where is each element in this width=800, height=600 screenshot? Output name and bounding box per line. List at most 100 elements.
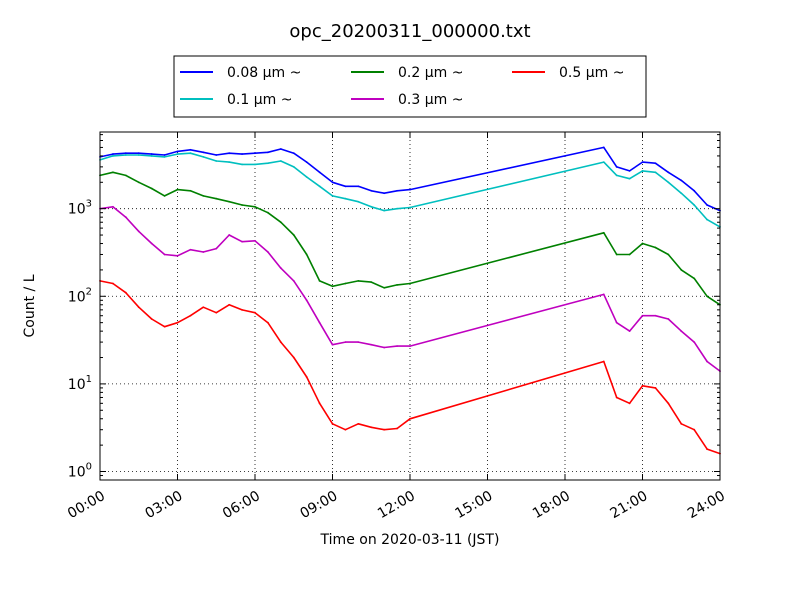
data-point	[693, 189, 696, 192]
data-point	[112, 155, 114, 157]
data-point	[292, 165, 295, 168]
data-point	[615, 321, 618, 324]
legend-entry: 0.3 μm ~	[351, 92, 463, 108]
data-point	[641, 169, 644, 172]
data-point	[680, 330, 683, 333]
series-3	[99, 171, 721, 306]
data-point	[254, 239, 256, 242]
data-point	[137, 154, 140, 156]
data-point	[279, 221, 282, 224]
data-point	[279, 267, 282, 269]
data-point	[124, 154, 127, 156]
data-point	[176, 150, 179, 153]
data-point	[318, 171, 321, 174]
data-point	[150, 155, 153, 157]
data-point	[176, 153, 179, 155]
data-point	[331, 343, 334, 346]
data-point	[241, 240, 243, 243]
y-tick-labels: 100 101 102 103	[68, 199, 92, 481]
data-point	[305, 161, 308, 164]
data-point	[254, 311, 256, 314]
data-point	[137, 230, 140, 233]
data-point	[628, 177, 631, 180]
data-point	[693, 277, 696, 280]
data-point	[331, 422, 334, 425]
data-point	[241, 153, 243, 155]
data-point	[305, 299, 308, 302]
data-point	[292, 234, 295, 236]
data-point	[318, 321, 321, 324]
data-point	[163, 155, 166, 158]
data-point	[370, 426, 373, 429]
chart-title: opc_20200311_000000.txt	[289, 21, 530, 42]
data-point	[693, 341, 696, 343]
data-point	[409, 282, 411, 285]
axis-ticks	[99, 132, 721, 481]
data-point	[680, 179, 683, 182]
data-point	[396, 427, 398, 430]
data-point	[241, 204, 243, 206]
data-point	[150, 153, 153, 155]
data-point	[680, 192, 683, 195]
data-point	[396, 345, 398, 348]
data-point	[318, 279, 321, 282]
data-point	[680, 422, 683, 425]
x-tick-label: 03:00	[143, 488, 186, 522]
data-point	[628, 330, 631, 333]
data-point	[706, 204, 708, 206]
data-point	[331, 285, 334, 288]
data-point	[370, 281, 373, 284]
data-point	[409, 188, 411, 191]
data-point	[331, 181, 334, 184]
data-point	[124, 152, 127, 155]
data-point	[150, 187, 153, 190]
data-point	[344, 197, 347, 200]
data-point	[396, 207, 398, 210]
data-point	[654, 314, 657, 317]
data-point	[202, 155, 205, 158]
data-point	[254, 205, 256, 208]
data-point	[137, 181, 140, 184]
data-point	[667, 171, 670, 174]
data-point	[357, 200, 360, 203]
data-point	[215, 247, 218, 250]
data-point	[680, 269, 683, 271]
x-axis-label: Time on 2020-03-11 (JST)	[320, 532, 500, 548]
data-point	[344, 282, 347, 285]
legend-entry: 0.08 μm ~	[180, 65, 301, 81]
data-point	[693, 428, 696, 431]
data-point	[370, 189, 373, 192]
data-point	[150, 242, 153, 245]
data-point	[667, 402, 670, 405]
data-point	[706, 360, 708, 363]
gridlines	[100, 132, 720, 480]
data-point	[124, 174, 127, 177]
legend-label: 0.1 μm ~	[227, 92, 292, 108]
legend-label: 0.2 μm ~	[398, 65, 463, 81]
data-point	[163, 325, 166, 328]
data-point	[602, 146, 605, 149]
series-5	[99, 279, 721, 455]
legend-label: 0.5 μm ~	[559, 65, 624, 81]
data-point	[215, 197, 218, 200]
data-point	[137, 152, 140, 155]
data-point	[228, 152, 231, 155]
data-point	[318, 402, 321, 405]
data-point	[176, 254, 179, 257]
data-point	[409, 417, 411, 420]
data-point	[370, 343, 373, 346]
data-point	[202, 306, 205, 309]
data-point	[292, 279, 295, 282]
data-point	[615, 253, 618, 256]
data-point	[706, 218, 708, 221]
data-point	[706, 295, 708, 298]
data-point	[112, 282, 114, 285]
data-point	[189, 152, 192, 155]
data-point	[279, 160, 282, 162]
data-point	[124, 291, 127, 294]
legend-entry: 0.2 μm ~	[351, 65, 463, 81]
data-point	[602, 360, 605, 363]
data-point	[654, 162, 657, 165]
x-tick-label: 24:00	[685, 488, 728, 522]
